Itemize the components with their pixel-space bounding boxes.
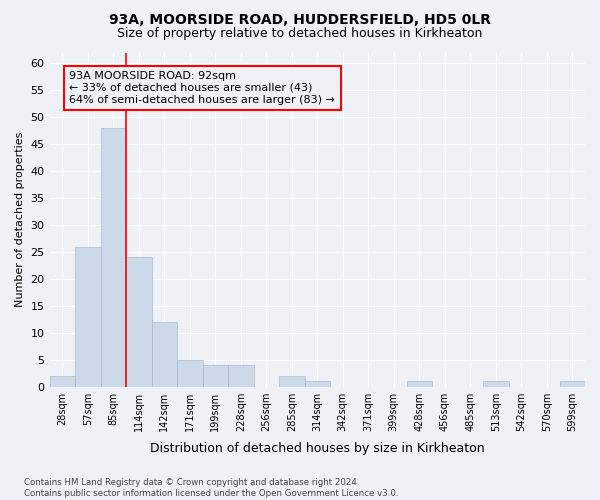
Y-axis label: Number of detached properties: Number of detached properties [15,132,25,308]
Bar [279,376,305,386]
Bar [126,258,152,386]
Text: 93A MOORSIDE ROAD: 92sqm
← 33% of detached houses are smaller (43)
64% of semi-d: 93A MOORSIDE ROAD: 92sqm ← 33% of detach… [70,72,335,104]
Bar [203,365,228,386]
Bar [152,322,177,386]
Text: 93A, MOORSIDE ROAD, HUDDERSFIELD, HD5 0LR: 93A, MOORSIDE ROAD, HUDDERSFIELD, HD5 0L… [109,12,491,26]
Text: Size of property relative to detached houses in Kirkheaton: Size of property relative to detached ho… [118,28,482,40]
Bar [407,382,432,386]
Bar [177,360,203,386]
Bar [101,128,126,386]
Text: Contains HM Land Registry data © Crown copyright and database right 2024.
Contai: Contains HM Land Registry data © Crown c… [24,478,398,498]
Bar [228,365,254,386]
Bar [483,382,509,386]
X-axis label: Distribution of detached houses by size in Kirkheaton: Distribution of detached houses by size … [150,442,485,455]
Bar [75,246,101,386]
Bar [560,382,585,386]
Bar [50,376,75,386]
Bar [305,382,330,386]
